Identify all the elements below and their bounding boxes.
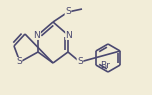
Text: N: N <box>34 30 40 40</box>
Text: S: S <box>77 57 83 65</box>
Text: S: S <box>16 57 22 66</box>
Text: N: N <box>66 30 72 40</box>
Text: Br: Br <box>100 61 110 70</box>
Text: S: S <box>65 6 71 15</box>
